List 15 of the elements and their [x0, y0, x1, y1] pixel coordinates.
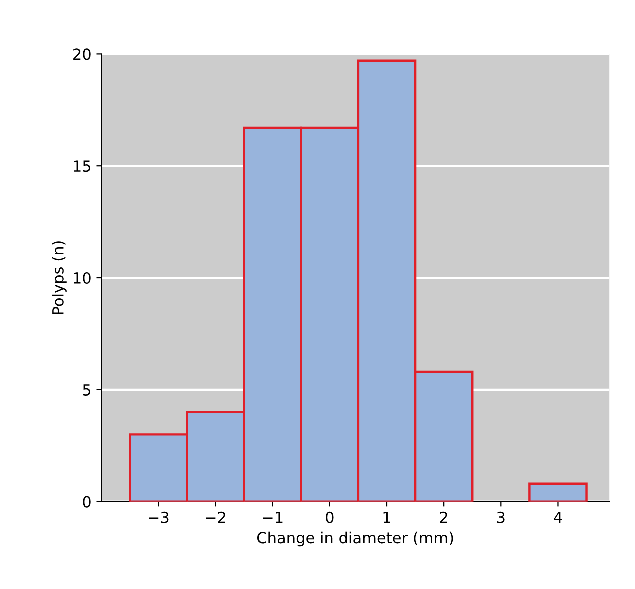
- x-tick-label: −1: [263, 512, 283, 524]
- x-tick-label: −2: [206, 512, 226, 524]
- x-tick-label: 0: [326, 512, 334, 524]
- x-tick-label: −3: [149, 512, 169, 524]
- x-tick-label: 1: [384, 512, 390, 524]
- y-tick-label: 20: [74, 48, 91, 60]
- y-axis-title: Polyps (n): [52, 242, 67, 314]
- x-axis-title: Change in diameter (mm): [257, 532, 454, 547]
- y-tick-label: 15: [74, 160, 91, 172]
- y-tick-label: 10: [74, 272, 91, 284]
- y-tick-label: 0: [83, 496, 91, 508]
- y-tick-label: 5: [83, 384, 91, 396]
- x-tick-label: 2: [440, 512, 448, 524]
- x-tick-label: 3: [497, 512, 505, 524]
- x-tick-label: 4: [554, 512, 562, 524]
